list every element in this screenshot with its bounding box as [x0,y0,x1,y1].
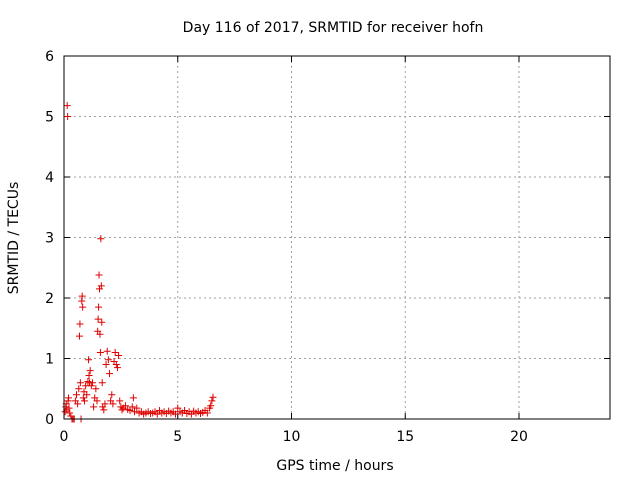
data-point [113,364,121,372]
data-point [83,391,91,399]
data-point [90,403,98,411]
data-point [95,303,103,311]
data-point [86,367,94,375]
data-point [95,285,103,293]
data-point [131,408,139,416]
plot-frame [63,55,611,420]
x-tick-label: 0 [60,429,69,445]
data-point [209,393,217,401]
y-axis-label: SRMTID / TECUs [6,182,22,295]
y-tick-label: 0 [45,412,54,428]
data-point [85,356,93,364]
data-point [74,400,82,408]
data-point [79,303,87,311]
data-point [95,271,103,279]
data-point [76,379,84,387]
data-point [153,410,161,418]
data-point [65,394,73,402]
axis-ticks: 0 5 10 15 20 0 1 2 3 4 5 6 [45,49,610,445]
data-point [96,330,104,338]
data-point [115,351,123,359]
data-point [84,377,92,385]
y-tick-label: 3 [45,231,54,247]
y-tick-label: 4 [45,170,54,186]
x-axis-label: GPS time / hours [276,458,393,474]
data-point [128,403,136,411]
data-point [65,404,73,412]
data-point [98,379,106,387]
data-point [102,361,110,369]
data-point [207,402,215,410]
data-point [87,382,95,390]
data-point [80,397,88,405]
y-tick-label: 6 [45,49,54,65]
data-point [111,348,119,356]
data-point [104,356,112,364]
x-tick-label: 15 [396,429,414,445]
data-point [85,371,93,379]
data-point [118,406,126,414]
data-point [96,348,104,356]
data-point [97,282,105,290]
data-point [64,113,72,120]
data-point [78,292,86,300]
data-point [76,320,84,328]
data-point [79,394,87,402]
data-point [103,347,111,355]
y-tick-label: 5 [45,110,54,126]
data-point [101,400,109,408]
data-point [92,385,100,393]
data-point [100,406,108,414]
data-point [63,102,71,110]
data-point [75,332,83,340]
data-point [129,394,137,402]
data-point [108,391,116,399]
data-point [106,370,113,378]
data-point [97,235,105,243]
data-points [61,102,217,423]
y-tick-label: 2 [45,291,54,307]
data-point [171,410,179,418]
data-point [203,409,211,417]
data-point [88,379,96,387]
x-tick-label: 10 [283,429,301,445]
data-point [93,397,101,405]
data-point [66,409,74,417]
x-tick-label: 5 [173,429,182,445]
data-point [174,404,182,412]
x-tick-label: 20 [510,429,528,445]
data-point [98,318,106,326]
data-point [73,391,81,399]
data-point [112,361,120,369]
y-tick-label: 1 [45,352,54,368]
data-point [126,407,134,415]
data-point [61,408,69,416]
data-point [116,397,124,405]
data-point [208,397,216,405]
grid [64,56,610,419]
data-point [109,400,117,408]
data-point [75,385,83,393]
data-point [121,402,129,410]
data-point [133,404,141,412]
data-point [94,315,102,323]
chart-title: Day 116 of 2017, SRMTID for receiver hof… [183,20,484,36]
